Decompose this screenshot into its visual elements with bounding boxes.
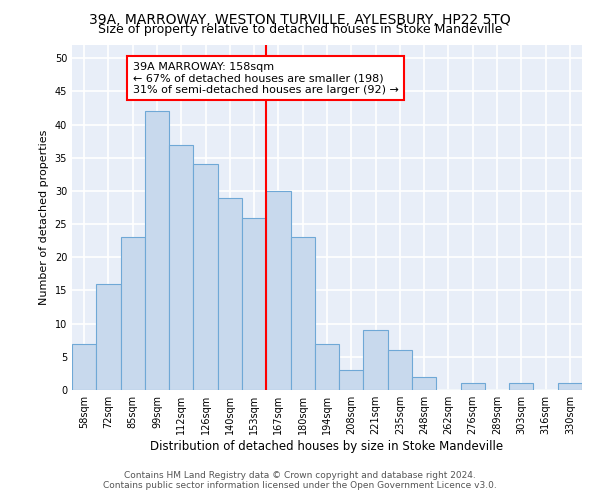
Bar — [412, 376, 436, 390]
Bar — [266, 191, 290, 390]
Text: Size of property relative to detached houses in Stoke Mandeville: Size of property relative to detached ho… — [98, 22, 502, 36]
Text: 39A MARROWAY: 158sqm
← 67% of detached houses are smaller (198)
31% of semi-deta: 39A MARROWAY: 158sqm ← 67% of detached h… — [133, 62, 398, 95]
Bar — [121, 238, 145, 390]
Y-axis label: Number of detached properties: Number of detached properties — [39, 130, 49, 305]
Bar — [145, 112, 169, 390]
X-axis label: Distribution of detached houses by size in Stoke Mandeville: Distribution of detached houses by size … — [151, 440, 503, 453]
Bar — [364, 330, 388, 390]
Bar — [509, 384, 533, 390]
Bar — [290, 238, 315, 390]
Bar — [193, 164, 218, 390]
Bar — [315, 344, 339, 390]
Bar — [388, 350, 412, 390]
Bar — [169, 144, 193, 390]
Bar — [242, 218, 266, 390]
Bar — [558, 384, 582, 390]
Text: 39A, MARROWAY, WESTON TURVILLE, AYLESBURY, HP22 5TQ: 39A, MARROWAY, WESTON TURVILLE, AYLESBUR… — [89, 12, 511, 26]
Bar — [72, 344, 96, 390]
Bar — [96, 284, 121, 390]
Bar — [218, 198, 242, 390]
Bar — [461, 384, 485, 390]
Bar — [339, 370, 364, 390]
Text: Contains HM Land Registry data © Crown copyright and database right 2024.
Contai: Contains HM Land Registry data © Crown c… — [103, 470, 497, 490]
